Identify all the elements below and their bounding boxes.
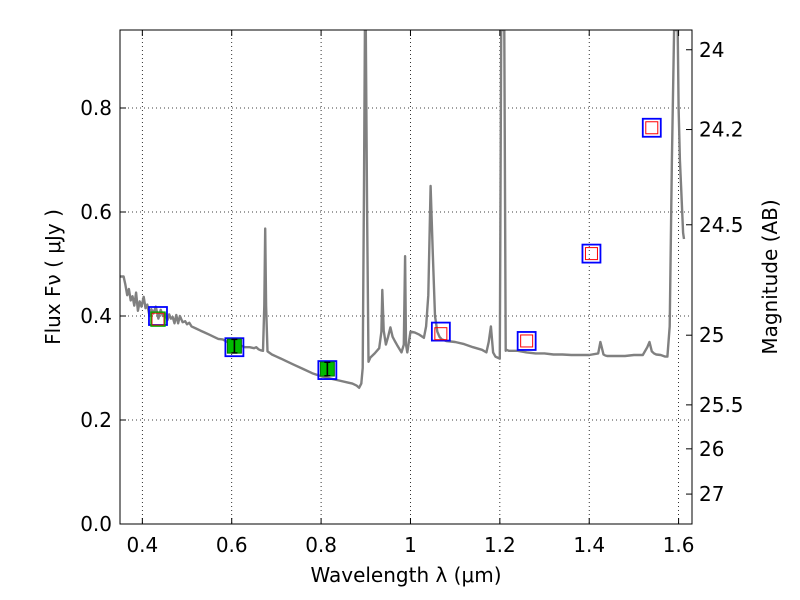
mag-tick-label: 24.5 [699,213,744,237]
x-tick-label: 0.6 [216,533,248,557]
mag-tick-label: 26 [699,437,724,461]
y-axis-ticks: 0.0 0.2 0.4 0.6 0.8 [80,96,126,536]
x-tick-label: 1.2 [484,533,516,557]
y-tick-label: 0.8 [80,96,112,120]
x-axis-ticks: 0.4 0.6 0.8 1 1.2 1.4 1.6 [126,30,695,557]
model-flux-box [434,327,448,341]
photometry-box [581,243,602,264]
spectrum-line-0 [120,30,686,389]
limit-marker [150,311,166,327]
mag-tick-label: 27 [699,482,724,506]
model-flux-box [584,247,598,261]
photometry-points [148,117,662,380]
x-tick-label: 1.6 [663,533,695,557]
y-axis-title: Flux Fν ( μJy ) [41,209,65,345]
y-tick-label: 0.4 [80,304,112,328]
photometry-box [430,321,451,342]
y-tick-label: 0.2 [80,408,112,432]
y-tick-label: 0.6 [80,200,112,224]
photometry-box [224,337,245,358]
x-axis-title: Wavelength λ (μm) [310,563,501,587]
right-magnitude-axis-ticks: 24 24.2 24.5 25 25.5 26 27 [686,38,744,506]
model-flux-box [645,121,659,135]
x-tick-label: 0.8 [305,533,337,557]
y-tick-label: 0.0 [80,512,112,536]
right-axis-title: Magnitude (AB) [758,199,782,354]
x-tick-label: 0.4 [126,533,158,557]
mag-tick-label: 24.2 [699,118,744,142]
photometry-box [317,360,338,380]
mag-tick-label: 25 [699,323,724,347]
plot-frame [119,29,693,525]
model-flux-box [520,334,534,348]
x-tick-label: 1 [404,533,417,557]
x-tick-label: 1.4 [573,533,605,557]
photometry-box [641,117,662,138]
mag-tick-label: 24 [699,38,724,62]
photometry-box [516,331,537,351]
mag-tick-label: 25.5 [699,393,744,417]
template-spectrum [120,30,686,389]
model-flux-box [151,312,165,326]
